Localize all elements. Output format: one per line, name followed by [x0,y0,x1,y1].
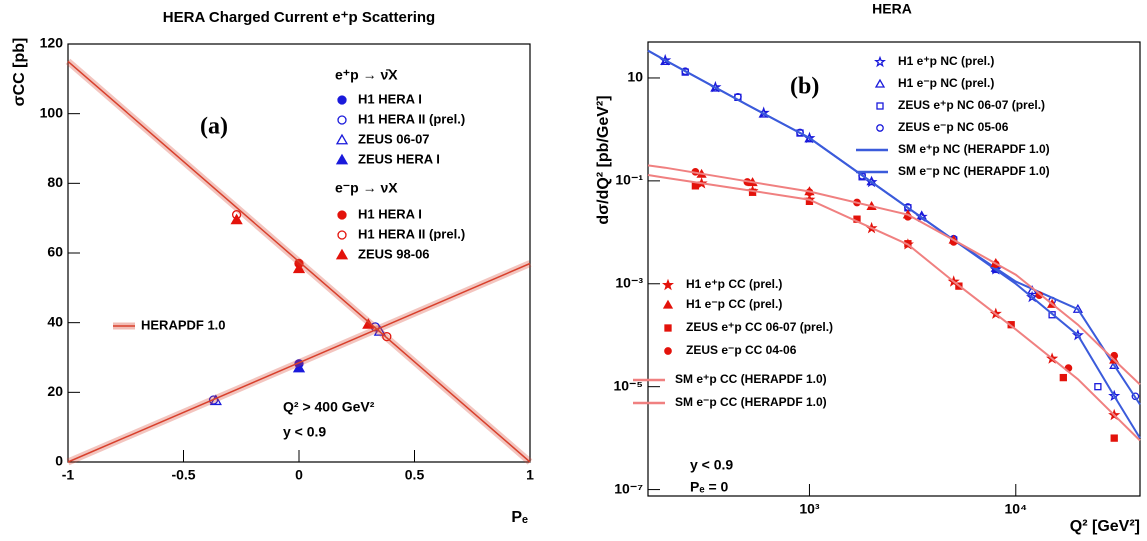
legend-label: H1 e⁺p CC (prel.) [686,277,782,291]
legend-label: ZEUS e⁻p NC 05-06 [898,120,1009,134]
point [1048,311,1056,319]
annotation: y < 0.9 [283,424,326,440]
y-tick-label: 0 [55,453,63,469]
legend-marker [335,133,349,145]
y-tick-label: 10⁻¹ [615,172,643,188]
legend-label: H1 HERA II (prel.) [358,111,465,126]
point [1131,392,1140,401]
x-tick-label: -0.5 [171,467,195,483]
y-tick-label: 20 [47,383,63,399]
legend-label: SM e⁻p NC (HERAPDF 1.0) [898,164,1050,178]
y-tick-label: 10⁻⁵ [613,377,643,393]
legend-label: H1 e⁺p NC (prel.) [898,54,994,68]
legend-marker [876,102,884,110]
annotation: y < 0.9 [690,457,733,473]
chart-title: HERA [872,1,912,17]
point [796,128,804,137]
legend-label: ZEUS e⁺p CC 06-07 (prel.) [686,320,833,334]
point [691,182,700,190]
chart-title: HERA Charged Current e⁺p Scattering [163,9,435,26]
x-tick-label: 1 [526,467,534,483]
legend-marker [662,278,674,291]
curve [67,60,531,463]
curve [67,262,531,463]
annotation: (a) [200,114,228,140]
legend-label: ZEUS 98-06 [358,246,430,261]
legend-label: H1 HERA I [358,206,422,221]
point [1110,434,1118,442]
legend-label: H1 HERA I [358,91,422,106]
legend-label: SM e⁻p CC (HERAPDF 1.0) [675,395,827,409]
y-axis-label: σCC [pb] [11,38,28,107]
point [230,213,243,225]
legend-label: ZEUS e⁺p NC 06-07 (prel.) [898,98,1045,112]
y-tick-label: 10⁻³ [615,274,643,290]
point [681,67,690,76]
y-tick-label: 100 [40,104,64,120]
legend-marker [335,248,349,260]
y-tick-label: 120 [40,35,64,51]
annotation: Pₑ = 0 [690,479,729,495]
x-axis-label: Pₑ [511,509,528,526]
annotation: (b) [790,74,819,100]
point [1094,383,1102,391]
legend-marker [337,115,347,125]
point [373,325,386,336]
point [1109,360,1120,369]
x-axis-label: Q² [GeV²] [1070,518,1140,535]
point [292,262,306,274]
legend-label: ZEUS e⁻p CC 04-06 [686,343,797,357]
x-tick-label: 10⁴ [1005,501,1028,517]
annotation: e⁻p → νX [335,180,398,196]
legend-marker [664,324,672,332]
x-tick-label: 10³ [799,501,820,517]
y-tick-label: 10⁻⁷ [614,480,643,496]
point [382,331,392,342]
annotation: Q² > 400 GeV² [283,399,375,415]
legend-label: ZEUS 06-07 [358,131,430,146]
y-tick-label: 10 [627,69,643,85]
curve [647,49,1141,406]
y-tick-label: 80 [47,174,63,190]
y-tick-label: 60 [47,244,63,260]
curve [647,174,1141,442]
legend-marker [874,78,886,88]
legend-marker [335,153,349,165]
y-tick-label: 40 [47,313,63,329]
legend-label: ZEUS HERA I [358,151,440,166]
legend-marker [337,95,347,105]
y-axis-label: dσ/dQ² [pb/GeV²] [595,95,612,224]
legend-label: HERAPDF 1.0 [141,317,226,332]
plot-frame [647,41,1141,497]
legend-label: H1 e⁻p NC (prel.) [898,76,994,90]
legend-marker [664,347,672,355]
x-tick-label: 0 [295,467,303,483]
legend-label: SM e⁺p CC (HERAPDF 1.0) [675,372,827,386]
annotation: e⁺p → ν̄X [335,67,398,83]
legend-label: SM e⁺p NC (HERAPDF 1.0) [898,142,1050,156]
legend-marker [337,230,347,240]
legend-label: H1 HERA II (prel.) [358,226,465,241]
legend-marker [662,299,674,309]
curve [647,164,1141,386]
legend-label: H1 e⁻p CC (prel.) [686,297,782,311]
legend-marker [876,124,884,132]
x-tick-label: -1 [62,467,75,483]
point [1059,373,1067,382]
legend-marker [874,55,886,68]
legend-marker [337,210,347,220]
x-tick-label: 0.5 [405,467,425,483]
point [292,361,306,373]
